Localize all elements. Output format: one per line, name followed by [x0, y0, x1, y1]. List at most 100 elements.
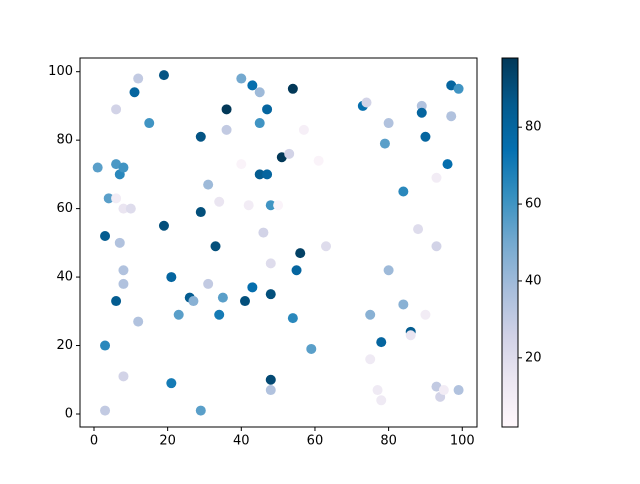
- colorbar-tick-label: 40: [525, 273, 542, 288]
- point: [273, 200, 284, 211]
- point: [118, 371, 129, 382]
- point: [100, 405, 111, 416]
- point: [166, 272, 177, 283]
- point: [239, 296, 250, 307]
- point: [203, 278, 214, 289]
- point: [129, 87, 140, 98]
- point: [442, 159, 453, 170]
- point: [321, 241, 332, 252]
- point: [420, 131, 431, 142]
- y-tick-label: 0: [65, 406, 73, 421]
- point: [365, 309, 376, 320]
- point: [118, 265, 129, 276]
- point: [195, 405, 206, 416]
- point: [365, 354, 376, 365]
- point: [284, 148, 295, 159]
- point: [405, 330, 416, 341]
- point: [144, 118, 155, 129]
- point: [398, 299, 409, 310]
- point: [295, 248, 306, 259]
- y-tick-label: 100: [48, 64, 73, 79]
- point: [383, 118, 394, 129]
- x-tick-label: 40: [233, 434, 250, 449]
- point: [214, 309, 225, 320]
- point: [221, 104, 232, 115]
- point: [217, 292, 228, 303]
- point: [247, 282, 258, 293]
- point: [265, 289, 276, 300]
- point: [118, 278, 129, 289]
- point: [416, 100, 427, 111]
- point: [420, 309, 431, 320]
- point: [173, 309, 184, 320]
- point: [265, 200, 276, 211]
- point: [111, 104, 122, 115]
- point: [254, 169, 265, 180]
- point: [431, 172, 442, 183]
- y-tick-label: 20: [56, 338, 73, 353]
- x-tick-label: 80: [380, 434, 397, 449]
- point: [195, 207, 206, 218]
- point: [236, 159, 247, 170]
- point: [379, 138, 390, 149]
- point: [100, 340, 111, 351]
- point: [103, 193, 114, 204]
- x-tick-label: 100: [450, 434, 475, 449]
- point: [158, 70, 169, 81]
- point: [416, 107, 427, 118]
- point: [221, 124, 232, 135]
- point: [361, 97, 372, 108]
- point: [158, 220, 169, 231]
- point: [438, 385, 449, 396]
- point: [114, 237, 125, 248]
- point: [210, 241, 221, 252]
- colorbar-tick-label: 20: [525, 350, 542, 365]
- point: [446, 111, 457, 122]
- point: [383, 265, 394, 276]
- point: [265, 374, 276, 385]
- point: [236, 73, 247, 84]
- y-tick-label: 80: [56, 133, 73, 148]
- point: [118, 162, 129, 173]
- x-tick-label: 20: [159, 434, 176, 449]
- point: [287, 313, 298, 324]
- point: [262, 169, 273, 180]
- point: [195, 131, 206, 142]
- point: [243, 200, 254, 211]
- point: [92, 162, 103, 173]
- point: [372, 385, 383, 396]
- point: [254, 87, 265, 98]
- point: [133, 73, 144, 84]
- y-tick-label: 40: [56, 270, 73, 285]
- point: [262, 104, 273, 115]
- point: [188, 296, 199, 307]
- colorbar-tick-label: 80: [525, 120, 542, 135]
- point: [376, 395, 387, 406]
- point: [453, 385, 464, 396]
- point: [118, 203, 129, 214]
- point: [376, 337, 387, 348]
- point: [298, 124, 309, 135]
- plot-frame: [79, 57, 478, 428]
- x-tick-label: 0: [90, 434, 98, 449]
- point: [291, 265, 302, 276]
- point: [287, 83, 298, 94]
- point: [100, 230, 111, 241]
- point: [125, 203, 136, 214]
- point: [453, 83, 464, 94]
- point: [254, 118, 265, 129]
- point: [247, 80, 258, 91]
- point: [258, 227, 269, 238]
- point: [398, 186, 409, 197]
- x-tick-label: 60: [307, 434, 324, 449]
- point: [313, 155, 324, 166]
- point: [265, 385, 276, 396]
- point: [413, 224, 424, 235]
- colorbar-tick-label: 60: [525, 197, 542, 212]
- point: [306, 343, 317, 354]
- point: [431, 241, 442, 252]
- y-tick-label: 60: [56, 201, 73, 216]
- colorbar: [501, 57, 519, 428]
- point: [133, 316, 144, 327]
